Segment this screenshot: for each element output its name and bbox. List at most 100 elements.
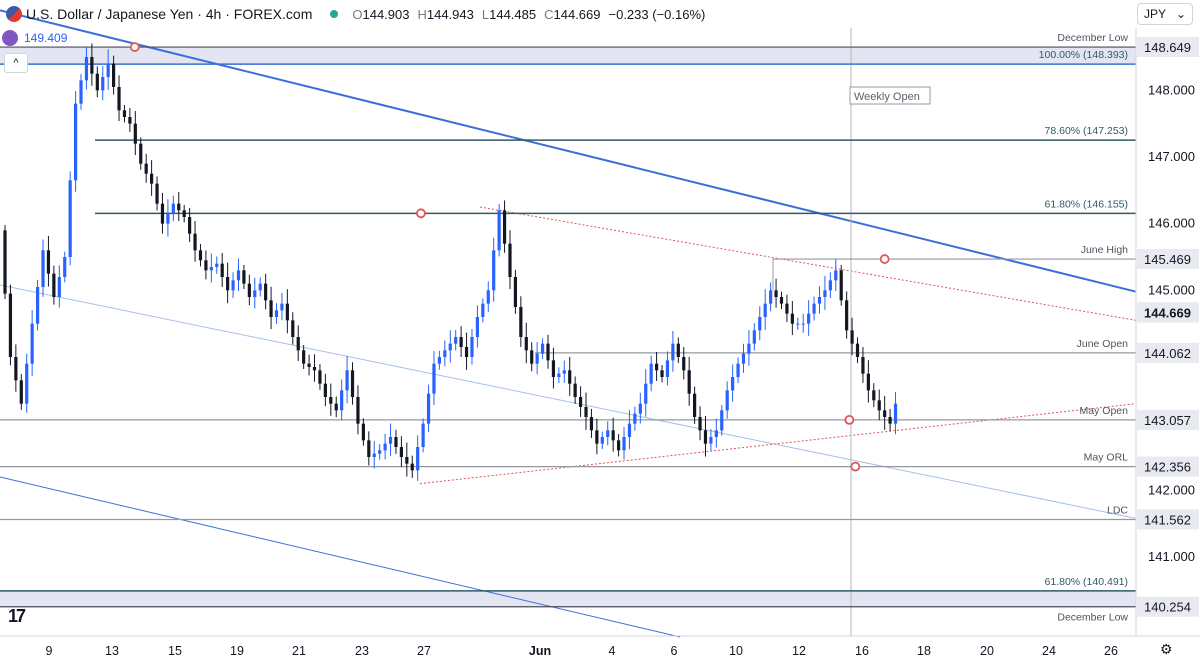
candle-body (584, 407, 588, 417)
candle-body (546, 343, 550, 361)
candle-body (530, 350, 534, 364)
candle-body (562, 370, 566, 374)
price-tag: 141.562 (1144, 513, 1191, 528)
candle-body (258, 283, 262, 291)
candle-body (589, 417, 594, 431)
candle-body (834, 270, 838, 281)
candle-body (448, 343, 452, 351)
candle-body (68, 180, 72, 257)
candle-body (63, 257, 67, 277)
candle-body (323, 383, 327, 397)
collapse-legend-button[interactable]: ^ (4, 53, 28, 73)
candle-body (198, 250, 203, 261)
candle-body (133, 123, 137, 144)
current-price-bg (1137, 302, 1199, 323)
candle-body (350, 370, 355, 397)
candle-body (807, 313, 811, 324)
resistance-dotted-line (479, 206, 1137, 321)
candle-body (600, 437, 604, 444)
ohlc-open: 144.903 (362, 6, 410, 22)
market-status-icon (330, 10, 339, 18)
candle-body (893, 403, 898, 424)
weekly-open-box (849, 86, 931, 105)
candle-body (774, 290, 778, 297)
candle-body (35, 287, 40, 324)
ohlc-change: −0.233 (−0.16%) (608, 6, 706, 22)
symbol-title[interactable]: U.S. Dollar / Japanese Yen · 4h · FOREX.… (26, 6, 313, 22)
candle-body (883, 410, 887, 417)
price-tag: 142.356 (1144, 460, 1191, 475)
level-label: December Low (1057, 32, 1128, 44)
candle-body (845, 300, 849, 331)
candle-body (226, 277, 230, 291)
level-touch-marker (416, 208, 426, 219)
price-tag-bg (1137, 37, 1199, 58)
candle-body (682, 357, 686, 371)
indicator-legend[interactable]: 149.409 (2, 28, 67, 48)
candle-body (312, 367, 317, 371)
candle-body (464, 347, 469, 357)
candle-body (769, 290, 773, 304)
current-price-tag: 144.669 (1144, 305, 1191, 320)
candle-body (280, 303, 284, 311)
level-touch-marker (129, 42, 140, 52)
time-tick-label: 15 (168, 644, 182, 658)
currency-select[interactable]: JPY ⌄ (1137, 3, 1193, 25)
indicator-value: 149.409 (24, 31, 68, 45)
candle-body (84, 57, 89, 81)
tradingview-logo-icon[interactable]: 17 (8, 606, 26, 626)
candle-body (236, 270, 241, 281)
gear-icon[interactable]: ⚙ (1160, 641, 1173, 657)
candle-body (693, 393, 697, 417)
candle-body (540, 343, 545, 354)
candle-body (687, 370, 691, 394)
candle-body (817, 297, 822, 304)
candle-body (361, 423, 365, 441)
candle-body (112, 63, 116, 87)
candle-body (828, 280, 832, 291)
candle-body (128, 117, 132, 124)
time-tick-label: 26 (1104, 644, 1118, 658)
candle-body (405, 457, 409, 464)
candle-body (215, 263, 219, 267)
price-tag: 140.254 (1144, 600, 1191, 615)
candle-body (557, 373, 561, 377)
candle-body (52, 273, 56, 297)
channel-upper-line (0, 284, 1137, 519)
candle-body (578, 397, 583, 407)
candle-body (720, 410, 724, 431)
candle-body (888, 417, 892, 424)
candle-body (627, 423, 632, 437)
candle-body (855, 343, 860, 357)
price-tick-label: 146.000 (1148, 216, 1195, 231)
level-label: May ORL (1084, 452, 1129, 464)
candle-body (296, 337, 300, 351)
level-label: 100.00% (148.393) (1039, 49, 1128, 61)
candle-body (220, 263, 224, 277)
candle-body (242, 270, 246, 284)
price-tick-label: 142.000 (1148, 482, 1195, 497)
time-tick-label: 23 (355, 644, 369, 658)
candle-body (302, 350, 306, 364)
candle-body (649, 363, 653, 384)
candle-body (367, 440, 371, 457)
price-tag-bg (1137, 456, 1199, 477)
candle-body (535, 353, 539, 364)
candle-body (139, 143, 143, 164)
candle-body (122, 110, 127, 117)
ohlc-high: 144.943 (426, 6, 474, 22)
candle-body (426, 393, 431, 424)
candle-body (432, 363, 436, 394)
time-tick-label: 27 (417, 644, 431, 658)
candle-body (790, 313, 794, 324)
price-tag-bg (1137, 509, 1199, 530)
candle-body (839, 270, 843, 301)
candle-body (204, 260, 208, 271)
candle-body (177, 203, 181, 211)
candle-body (481, 303, 485, 317)
support-dotted-line (419, 403, 1137, 485)
chevron-down-icon: ⌄ (1175, 7, 1186, 21)
level-touch-marker (850, 461, 861, 472)
time-tick-label: 10 (729, 644, 743, 658)
